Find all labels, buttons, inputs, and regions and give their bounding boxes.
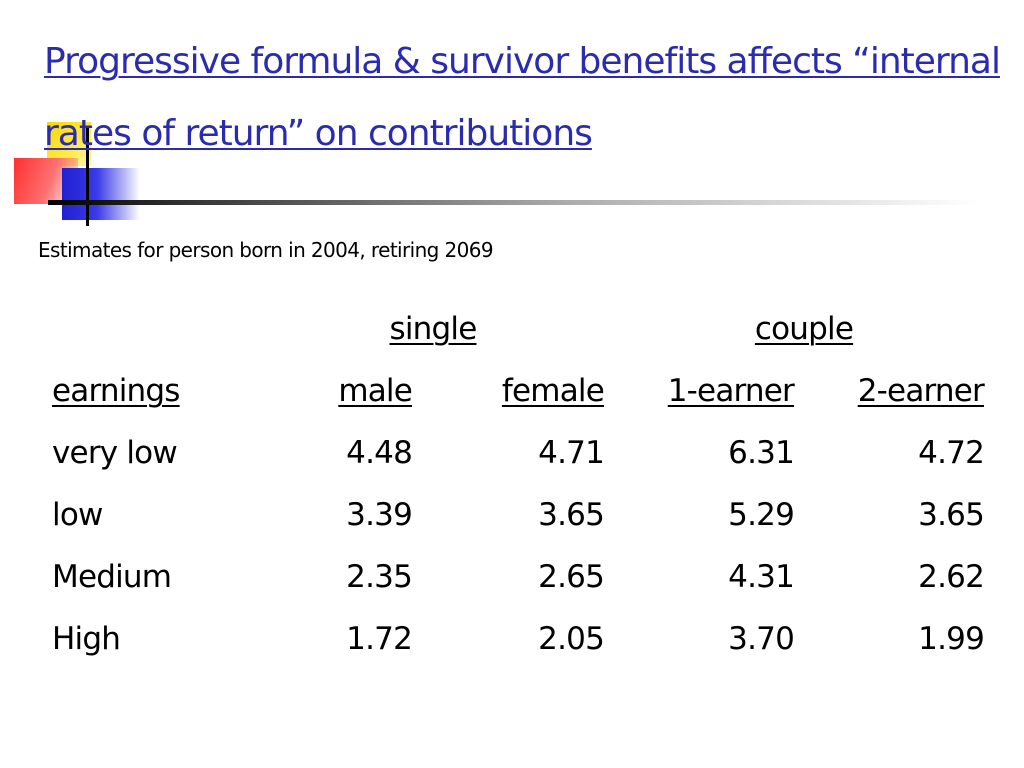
header-one-earner-label: 1-earner (667, 373, 795, 409)
cell-two-earner: 4.72 (918, 435, 985, 471)
blue-square-decoration (62, 168, 140, 220)
slide-title: Progressive formula & survivor benefits … (44, 41, 1001, 154)
cell-female: 4.71 (538, 435, 605, 471)
header-female: female (422, 360, 614, 422)
cell-two-earner: 3.65 (918, 497, 985, 533)
cell-one-earner: 6.31 (728, 435, 795, 471)
horizontal-rule (48, 200, 978, 205)
row-label: High (52, 621, 121, 657)
header-two-earner: 2-earner (804, 360, 994, 422)
cell-male: 2.35 (346, 559, 413, 595)
column-header-row: earnings male female 1-earner 2-earner (42, 360, 994, 422)
vertical-rule (86, 128, 89, 226)
empty-header-cell (42, 298, 252, 360)
row-label: low (52, 497, 103, 533)
cell-female: 2.65 (538, 559, 605, 595)
header-earnings: earnings (42, 360, 252, 422)
table-row: very low 4.48 4.71 6.31 4.72 (42, 422, 994, 484)
group-header-single: single (252, 298, 614, 360)
cell-male: 3.39 (346, 497, 413, 533)
slide-subtitle: Estimates for person born in 2004, retir… (38, 238, 494, 262)
irr-table: single couple earnings male female 1-ear… (42, 298, 994, 670)
header-one-earner: 1-earner (614, 360, 804, 422)
row-label: very low (52, 435, 178, 471)
group-header-single-label: single (389, 311, 478, 347)
header-male: male (252, 360, 422, 422)
cell-female: 3.65 (538, 497, 605, 533)
table-row: High 1.72 2.05 3.70 1.99 (42, 608, 994, 670)
header-earnings-label: earnings (52, 373, 180, 409)
cell-two-earner: 1.99 (918, 621, 985, 657)
cell-one-earner: 4.31 (728, 559, 795, 595)
group-header-row: single couple (42, 298, 994, 360)
group-header-couple-label: couple (754, 311, 854, 347)
group-header-couple: couple (614, 298, 994, 360)
cell-female: 2.05 (538, 621, 605, 657)
cell-one-earner: 3.70 (728, 621, 795, 657)
header-two-earner-label: 2-earner (857, 373, 985, 409)
cell-one-earner: 5.29 (728, 497, 795, 533)
cell-two-earner: 2.62 (918, 559, 985, 595)
header-male-label: male (338, 373, 412, 409)
table-row: low 3.39 3.65 5.29 3.65 (42, 484, 994, 546)
row-label: Medium (52, 559, 172, 595)
table-row: Medium 2.35 2.65 4.31 2.62 (42, 546, 994, 608)
cell-male: 1.72 (346, 621, 413, 657)
header-female-label: female (501, 373, 605, 409)
cell-male: 4.48 (346, 435, 413, 471)
